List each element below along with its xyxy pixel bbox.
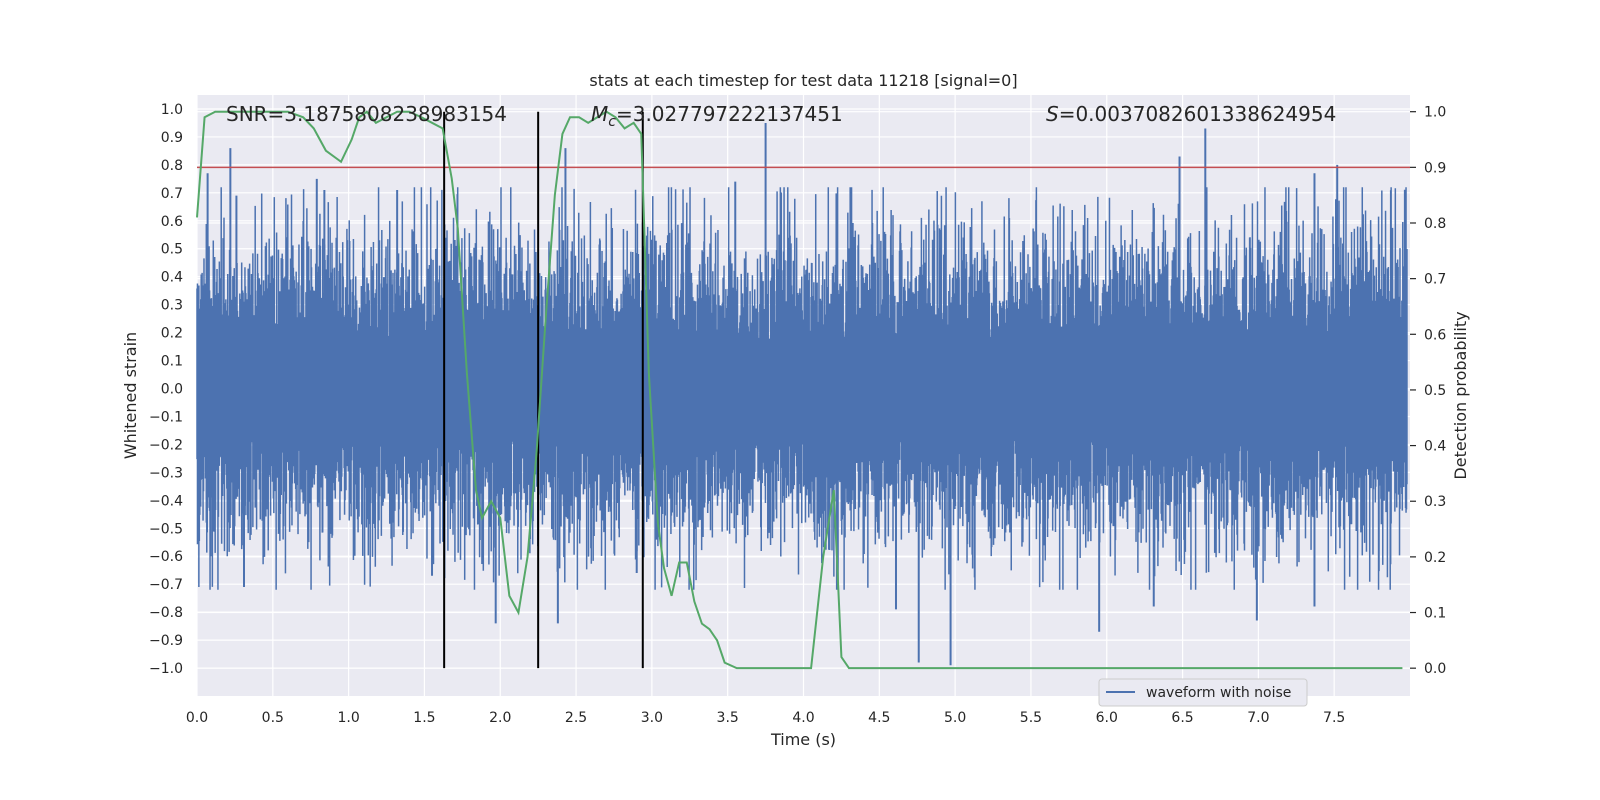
y-tick-label: 0.4 bbox=[161, 270, 183, 286]
chirp-mass-annotation: Mc=3.027797222137451 bbox=[591, 102, 843, 130]
y-tick-label: −1.0 bbox=[149, 661, 183, 677]
y2-axis-label: Detection probability bbox=[1451, 311, 1470, 479]
chirp-mass-value: =3.027797222137451 bbox=[616, 102, 843, 126]
y2-tick-label: 1.0 bbox=[1424, 105, 1446, 121]
x-tick-label: 1.0 bbox=[337, 710, 359, 726]
series-waveform-with-noise bbox=[196, 122, 1408, 666]
y2-tick-label: 0.4 bbox=[1424, 439, 1446, 455]
y2-tick-label: 0.3 bbox=[1424, 494, 1446, 510]
x-tick-label: 4.0 bbox=[792, 710, 814, 726]
x-tick-label: 6.0 bbox=[1096, 710, 1118, 726]
y-axis-label: Whitened strain bbox=[121, 332, 140, 459]
x-tick-label: 2.5 bbox=[565, 710, 587, 726]
x-axis-ticks: 0.0 0.5 1.0 1.5 2.0 2.5 3.0 3.5 4.0 4.5 5.0 5.5 6.0 6… bbox=[186, 710, 1345, 726]
y2-tick-label: 0.8 bbox=[1424, 216, 1446, 232]
x-tick-label: 4.5 bbox=[868, 710, 890, 726]
y-tick-label: −0.8 bbox=[149, 605, 183, 621]
y-tick-label: −0.9 bbox=[149, 633, 183, 649]
y-tick-label: 0.1 bbox=[161, 354, 183, 370]
y2-tick-label: 0.7 bbox=[1424, 272, 1446, 288]
y2-tick-label: 0.6 bbox=[1424, 327, 1446, 343]
x-tick-label: 5.5 bbox=[1020, 710, 1042, 726]
chirp-mass-subscript: c bbox=[608, 114, 616, 130]
x-tick-label: 1.5 bbox=[413, 710, 435, 726]
y-tick-label: 0.5 bbox=[161, 242, 183, 258]
y-tick-label: −0.7 bbox=[149, 577, 183, 593]
y2-tick-label: 0.0 bbox=[1424, 661, 1446, 677]
y-tick-label: 0.8 bbox=[161, 158, 183, 174]
x-tick-label: 2.0 bbox=[489, 710, 511, 726]
y-tick-label: 0.6 bbox=[161, 214, 183, 230]
snr-annotation: SNR=3.1875808238983154 bbox=[226, 102, 507, 126]
y-tick-label: −0.4 bbox=[149, 493, 183, 509]
x-tick-label: 5.0 bbox=[944, 710, 966, 726]
y-tick-label: −0.5 bbox=[149, 521, 183, 537]
s-annotation: S=0.0037082601338624954 bbox=[1046, 102, 1336, 126]
y2-tick-label: 0.5 bbox=[1424, 383, 1446, 399]
x-tick-label: 0.0 bbox=[186, 710, 208, 726]
y-tick-label: 0.9 bbox=[161, 130, 183, 146]
y-tick-label: −0.6 bbox=[149, 549, 183, 565]
y2-tick-label: 0.1 bbox=[1424, 606, 1446, 622]
y-tick-label: 0.7 bbox=[161, 186, 183, 202]
y-tick-label: 0.3 bbox=[161, 298, 183, 314]
legend-box bbox=[1098, 678, 1308, 707]
y-tick-label: −0.1 bbox=[149, 409, 183, 425]
y-axis-ticks: 1.0 0.9 0.8 0.7 0.6 0.5 0.4 0.3 0.2 0.1 0.0 −0.1 −0.… bbox=[149, 102, 183, 677]
series-detection-probability bbox=[196, 110, 1403, 670]
chart-title: stats at each timestep for test data 112… bbox=[589, 71, 1017, 90]
y-tick-label: 1.0 bbox=[161, 102, 183, 118]
x-tick-label: 7.5 bbox=[1323, 710, 1345, 726]
s-symbol: S bbox=[1046, 102, 1059, 126]
x-tick-label: 0.5 bbox=[262, 710, 284, 726]
y-tick-label: 0.2 bbox=[161, 326, 183, 342]
s-value: =0.0037082601338624954 bbox=[1059, 102, 1337, 126]
x-tick-label: 3.0 bbox=[641, 710, 663, 726]
y-tick-label: −0.2 bbox=[149, 437, 183, 453]
x-tick-label: 7.0 bbox=[1247, 710, 1269, 726]
x-axis-label: Time (s) bbox=[770, 730, 836, 749]
y-tick-label: 0.0 bbox=[161, 382, 183, 398]
x-tick-label: 3.5 bbox=[717, 710, 739, 726]
y2-tick-label: 0.2 bbox=[1424, 550, 1446, 566]
y-tick-label: −0.3 bbox=[149, 465, 183, 481]
legend: waveform with noise bbox=[1098, 678, 1308, 707]
x-tick-label: 6.5 bbox=[1171, 710, 1193, 726]
y2-tick-label: 0.9 bbox=[1424, 160, 1446, 176]
legend-entry: waveform with noise bbox=[1146, 685, 1291, 701]
y2-axis-ticks: 1.0 0.9 0.8 0.7 0.6 0.5 0.4 0.3 0.2 0.1 0.0 bbox=[1410, 105, 1446, 677]
chirp-mass-symbol: M bbox=[591, 102, 608, 126]
